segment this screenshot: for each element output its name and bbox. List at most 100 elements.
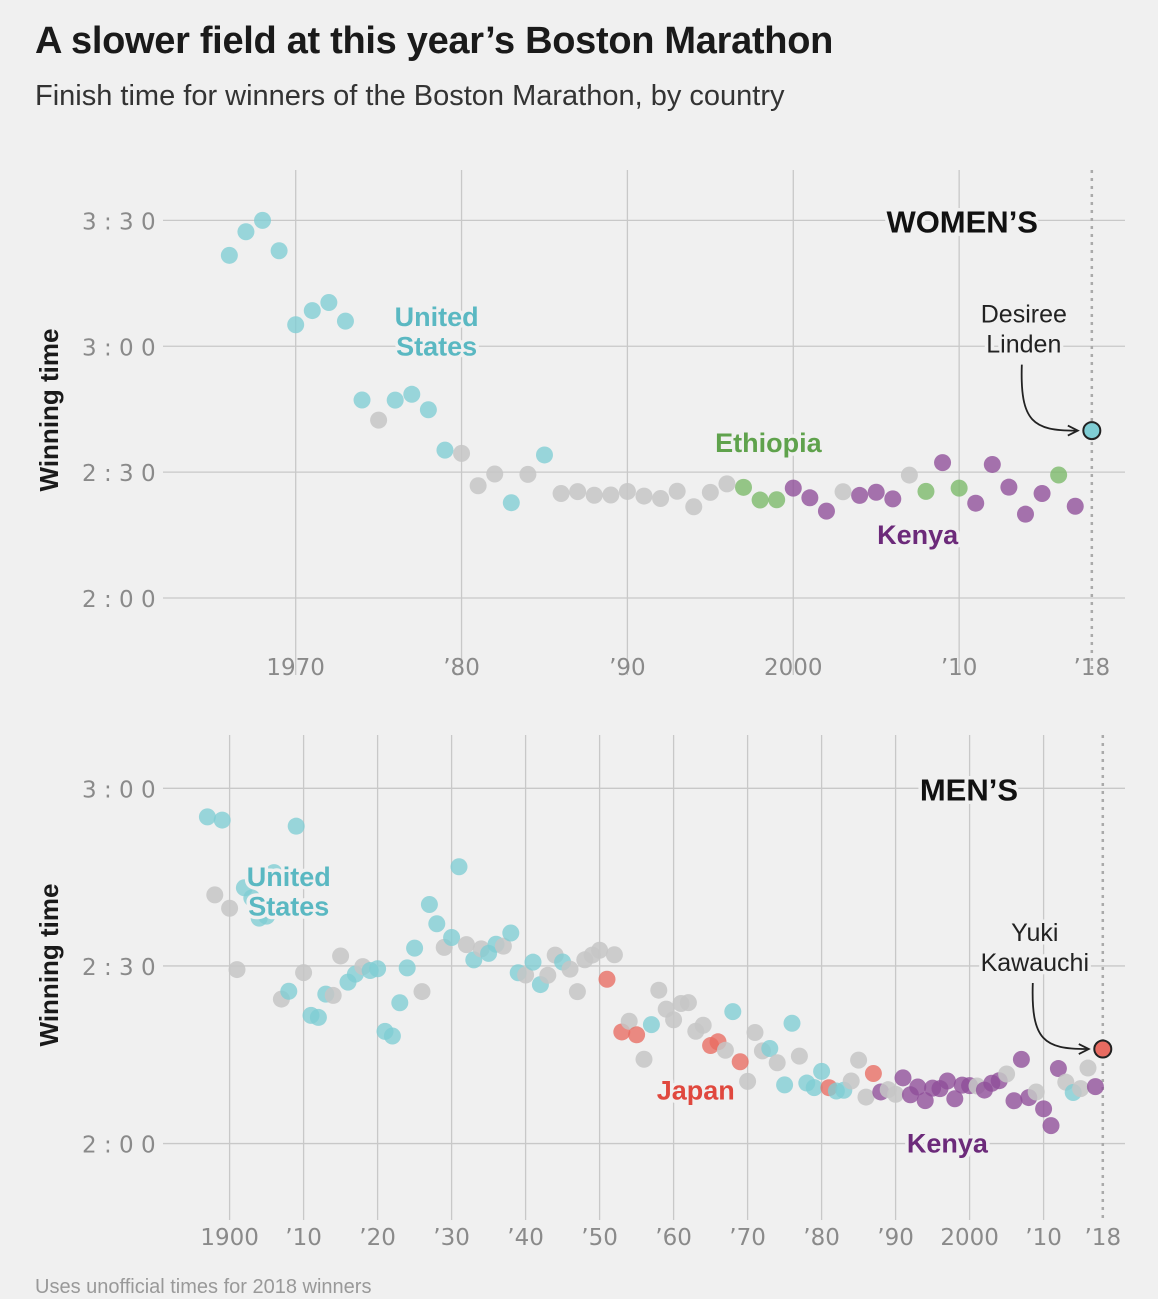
x-tick-label: ’20 — [359, 1225, 396, 1251]
data-point — [502, 494, 520, 512]
data-point — [413, 983, 431, 1001]
data-point — [221, 899, 239, 917]
data-point — [324, 986, 342, 1004]
x-tick-label: 1970 — [266, 655, 325, 681]
x-tick-label: ’30 — [433, 1225, 470, 1251]
data-point — [1005, 1092, 1023, 1110]
x-tick-label: ’10 — [1025, 1225, 1062, 1251]
data-point — [486, 465, 504, 483]
data-point — [946, 1090, 964, 1108]
data-point — [731, 1053, 749, 1071]
data-point — [436, 441, 454, 459]
country-label: States — [396, 331, 477, 361]
data-point — [270, 242, 288, 260]
data-point — [453, 444, 471, 462]
data-point — [857, 1088, 875, 1106]
data-point — [701, 483, 719, 501]
data-point — [1035, 1100, 1053, 1118]
data-point — [635, 487, 653, 505]
data-point — [900, 466, 918, 484]
data-point — [735, 478, 753, 496]
data-point — [1033, 484, 1051, 502]
data-point — [383, 1027, 401, 1045]
data-point — [303, 302, 321, 320]
data-point — [386, 391, 404, 409]
data-point — [602, 486, 620, 504]
panel-title: MEN’S — [920, 772, 1018, 807]
x-tick-label: 2000 — [764, 655, 823, 681]
data-point — [598, 970, 616, 988]
callout-label: Linden — [986, 331, 1061, 359]
data-point — [280, 982, 298, 1000]
data-point — [237, 223, 255, 241]
callout-arrow — [1020, 364, 1076, 432]
data-point — [220, 246, 238, 264]
data-point — [650, 981, 668, 999]
data-point — [398, 959, 416, 977]
x-tick-label: ’50 — [581, 1225, 618, 1251]
data-point — [428, 915, 446, 933]
x-tick-label: 1900 — [200, 1225, 259, 1251]
data-point — [665, 1011, 683, 1029]
country-label: United — [395, 302, 479, 332]
data-point — [569, 483, 587, 501]
y-axis-label: Winning time — [34, 884, 64, 1047]
callout-arrowhead — [1078, 1043, 1091, 1055]
data-point — [469, 477, 487, 495]
data-point — [916, 1092, 934, 1110]
data-point — [1072, 1080, 1090, 1098]
data-point — [295, 964, 313, 982]
country-label: Japan — [657, 1075, 735, 1105]
data-point — [1012, 1050, 1030, 1068]
data-point — [332, 947, 350, 965]
callout-arrow — [1031, 982, 1087, 1050]
data-point — [228, 961, 246, 979]
data-point — [894, 1069, 912, 1087]
data-point — [591, 941, 609, 959]
data-point — [679, 994, 697, 1012]
y-tick-label: 3 : 0 0 — [82, 777, 156, 803]
x-tick-label: ’80 — [443, 655, 480, 681]
data-point — [801, 489, 819, 507]
data-point — [716, 1041, 734, 1059]
panel-title: WOMEN’S — [886, 204, 1038, 239]
data-point — [813, 1062, 831, 1080]
highlight-point — [1093, 1039, 1113, 1059]
data-point — [1016, 505, 1034, 523]
data-point — [443, 929, 461, 946]
data-point — [909, 1078, 927, 1096]
data-point — [884, 490, 902, 508]
data-point — [552, 484, 570, 502]
data-point — [1000, 478, 1018, 496]
data-point — [851, 486, 869, 504]
data-point — [450, 858, 468, 876]
x-tick-label: ’90 — [877, 1225, 914, 1251]
data-point — [776, 1076, 794, 1094]
x-tick-label: ’10 — [285, 1225, 322, 1251]
data-point — [561, 960, 579, 978]
x-tick-label: ’18 — [1074, 655, 1111, 681]
y-tick-label: 2 : 3 0 — [82, 461, 156, 487]
data-point — [746, 1024, 764, 1042]
x-tick-label: ’60 — [655, 1225, 692, 1251]
data-point — [864, 1064, 882, 1082]
data-point — [369, 960, 387, 978]
data-point — [768, 1054, 786, 1072]
data-point — [618, 482, 636, 500]
data-point — [635, 1050, 653, 1068]
data-point — [850, 1051, 868, 1069]
callout-label: Yuki — [1011, 919, 1058, 947]
data-point — [620, 1012, 638, 1030]
data-point — [457, 936, 475, 954]
data-point — [320, 293, 338, 311]
data-point — [694, 1016, 712, 1034]
data-point — [783, 1014, 801, 1032]
chart-subtitle: Finish time for winners of the Boston Ma… — [35, 80, 785, 112]
data-point — [524, 953, 542, 971]
x-tick-label: ’10 — [941, 655, 978, 681]
data-point — [950, 479, 968, 497]
data-point — [206, 886, 224, 904]
data-point — [1049, 1060, 1067, 1078]
data-point — [790, 1047, 808, 1065]
data-point — [309, 1008, 327, 1026]
